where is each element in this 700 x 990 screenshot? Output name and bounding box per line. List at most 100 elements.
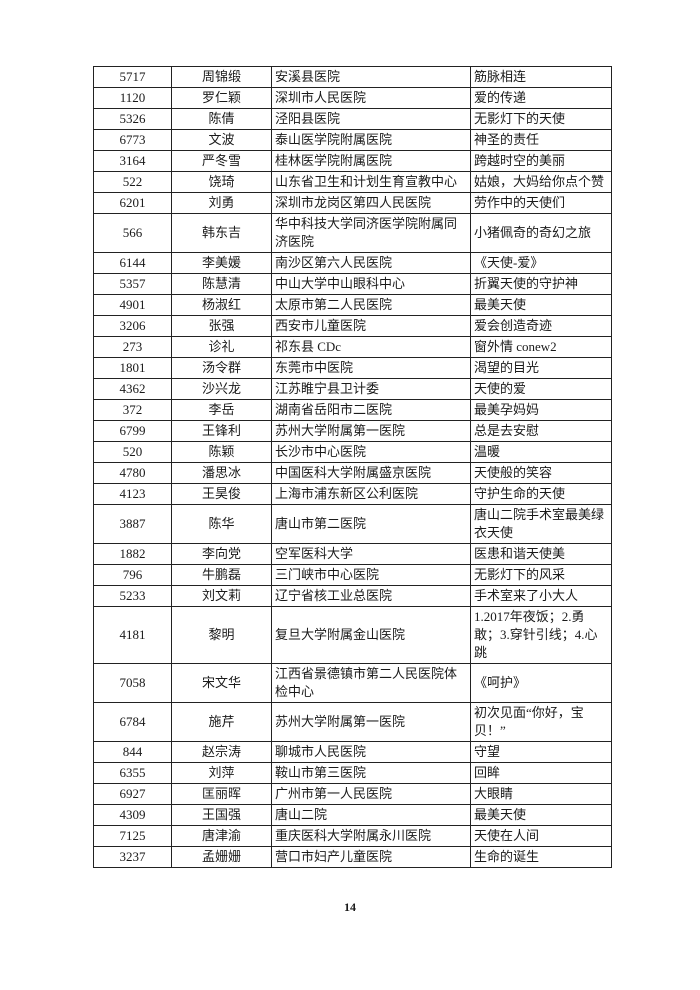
entry-title-cell: 总是去安慰 (470, 420, 612, 442)
entry-name-cell: 刘勇 (171, 192, 272, 214)
entry-title-cell: 守护生命的天使 (470, 483, 612, 505)
entry-number-cell: 5717 (93, 66, 172, 88)
entry-name-cell: 饶琦 (171, 171, 272, 193)
entry-name-cell: 杨淑红 (171, 294, 272, 316)
entry-name-cell: 韩东吉 (171, 213, 272, 253)
entry-name-cell: 周锦缎 (171, 66, 272, 88)
table-row: 4181 黎明 复旦大学附属金山医院 1.2017年夜饭；2.勇敢；3.穿针引线… (93, 606, 612, 664)
entry-number-cell: 6773 (93, 129, 172, 151)
entry-title-cell: 大眼睛 (470, 783, 612, 805)
entry-number-cell: 7125 (93, 825, 172, 847)
entry-organization-cell: 空军医科大学 (271, 543, 471, 565)
entry-name-cell: 陈颖 (171, 441, 272, 463)
entry-name-cell: 潘思冰 (171, 462, 272, 484)
entry-title-cell: 小猪佩奇的奇幻之旅 (470, 213, 612, 253)
entry-organization-cell: 辽宁省核工业总医院 (271, 585, 471, 607)
table-row: 3164 严冬雪 桂林医学院附属医院 跨越时空的美丽 (93, 150, 612, 172)
entry-organization-cell: 太原市第二人民医院 (271, 294, 471, 316)
entry-title-cell: 1.2017年夜饭；2.勇敢；3.穿针引线；4.心跳 (470, 606, 612, 664)
entry-organization-cell: 华中科技大学同济医学院附属同济医院 (271, 213, 471, 253)
table-row: 4780 潘思冰 中国医科大学附属盛京医院 天使般的笑容 (93, 462, 612, 484)
table-row: 1882 李向党 空军医科大学 医患和谐天使美 (93, 543, 612, 565)
entry-name-cell: 陈倩 (171, 108, 272, 130)
entry-organization-cell: 湖南省岳阳市二医院 (271, 399, 471, 421)
table-row: 273 诊礼 祁东县 CDc 窗外情 conew2 (93, 336, 612, 358)
entry-number-cell: 5357 (93, 273, 172, 295)
entry-number-cell: 6144 (93, 252, 172, 274)
entry-name-cell: 黎明 (171, 606, 272, 664)
entry-name-cell: 孟姗姗 (171, 846, 272, 868)
entry-organization-cell: 桂林医学院附属医院 (271, 150, 471, 172)
table-row: 6144 李美媛 南沙区第六人民医院 《天使-爱》 (93, 252, 612, 274)
entry-organization-cell: 江西省景德镇市第二人民医院体检中心 (271, 663, 471, 703)
entry-name-cell: 李美媛 (171, 252, 272, 274)
entries-table: 5717 周锦缎 安溪县医院 筋脉相连 1120 罗仁颖 深圳市人民医院 爱的传… (93, 66, 612, 868)
entry-number-cell: 3237 (93, 846, 172, 868)
entry-number-cell: 4123 (93, 483, 172, 505)
entry-title-cell: 姑娘，大妈给你点个赞 (470, 171, 612, 193)
entry-name-cell: 唐津渝 (171, 825, 272, 847)
entry-organization-cell: 西安市儿童医院 (271, 315, 471, 337)
table-row: 6355 刘萍 鞍山市第三医院 回眸 (93, 762, 612, 784)
table-row: 372 李岳 湖南省岳阳市二医院 最美孕妈妈 (93, 399, 612, 421)
entry-organization-cell: 祁东县 CDc (271, 336, 471, 358)
table-row: 3206 张强 西安市儿童医院 爱会创造奇迹 (93, 315, 612, 337)
entry-organization-cell: 苏州大学附属第一医院 (271, 702, 471, 742)
table-row: 5233 刘文莉 辽宁省核工业总医院 手术室来了小大人 (93, 585, 612, 607)
entry-title-cell: 筋脉相连 (470, 66, 612, 88)
entry-organization-cell: 鞍山市第三医院 (271, 762, 471, 784)
entry-title-cell: 唐山二院手术室最美绿衣天使 (470, 504, 612, 544)
entry-title-cell: 最美孕妈妈 (470, 399, 612, 421)
table-row: 4309 王国强 唐山二院 最美天使 (93, 804, 612, 826)
table-row: 4901 杨淑红 太原市第二人民医院 最美天使 (93, 294, 612, 316)
entry-title-cell: 窗外情 conew2 (470, 336, 612, 358)
entry-title-cell: 温暖 (470, 441, 612, 463)
entry-title-cell: 初次见面“你好，宝贝！” (470, 702, 612, 742)
table-row: 5717 周锦缎 安溪县医院 筋脉相连 (93, 66, 612, 88)
entry-organization-cell: 南沙区第六人民医院 (271, 252, 471, 274)
entry-organization-cell: 安溪县医院 (271, 66, 471, 88)
entry-number-cell: 4901 (93, 294, 172, 316)
entry-organization-cell: 上海市浦东新区公利医院 (271, 483, 471, 505)
entry-organization-cell: 江苏睢宁县卫计委 (271, 378, 471, 400)
entry-name-cell: 王国强 (171, 804, 272, 826)
entries-table-body: 5717 周锦缎 安溪县医院 筋脉相连 1120 罗仁颖 深圳市人民医院 爱的传… (93, 66, 612, 868)
entry-name-cell: 张强 (171, 315, 272, 337)
entry-title-cell: 无影灯下的天使 (470, 108, 612, 130)
entry-organization-cell: 三门峡市中心医院 (271, 564, 471, 586)
entry-name-cell: 王昊俊 (171, 483, 272, 505)
table-row: 7058 宋文华 江西省景德镇市第二人民医院体检中心 《呵护》 (93, 663, 612, 703)
table-row: 522 饶琦 山东省卫生和计划生育宣教中心 姑娘，大妈给你点个赞 (93, 171, 612, 193)
table-row: 1801 汤令群 东莞市中医院 渴望的目光 (93, 357, 612, 379)
table-row: 7125 唐津渝 重庆医科大学附属永川医院 天使在人间 (93, 825, 612, 847)
entry-number-cell: 6355 (93, 762, 172, 784)
entry-number-cell: 5233 (93, 585, 172, 607)
entry-number-cell: 566 (93, 213, 172, 253)
table-row: 520 陈颖 长沙市中心医院 温暖 (93, 441, 612, 463)
entry-number-cell: 273 (93, 336, 172, 358)
entry-number-cell: 1801 (93, 357, 172, 379)
entry-title-cell: 无影灯下的风采 (470, 564, 612, 586)
entry-name-cell: 刘文莉 (171, 585, 272, 607)
page-number: 14 (344, 900, 356, 914)
entry-organization-cell: 中国医科大学附属盛京医院 (271, 462, 471, 484)
entry-title-cell: 天使的爱 (470, 378, 612, 400)
entry-organization-cell: 东莞市中医院 (271, 357, 471, 379)
entry-organization-cell: 深圳市人民医院 (271, 87, 471, 109)
table-row: 566 韩东吉 华中科技大学同济医学院附属同济医院 小猪佩奇的奇幻之旅 (93, 213, 612, 253)
entry-name-cell: 匡丽晖 (171, 783, 272, 805)
entry-number-cell: 6201 (93, 192, 172, 214)
entry-number-cell: 4780 (93, 462, 172, 484)
entry-number-cell: 520 (93, 441, 172, 463)
entry-title-cell: 劳作中的天使们 (470, 192, 612, 214)
table-row: 5357 陈慧清 中山大学中山眼科中心 折翼天使的守护神 (93, 273, 612, 295)
entry-number-cell: 372 (93, 399, 172, 421)
entry-name-cell: 诊礼 (171, 336, 272, 358)
entry-name-cell: 刘萍 (171, 762, 272, 784)
entry-number-cell: 7058 (93, 663, 172, 703)
table-row: 6784 施芹 苏州大学附属第一医院 初次见面“你好，宝贝！” (93, 702, 612, 742)
table-row: 4362 沙兴龙 江苏睢宁县卫计委 天使的爱 (93, 378, 612, 400)
entry-name-cell: 赵宗涛 (171, 741, 272, 763)
entry-number-cell: 3887 (93, 504, 172, 544)
table-row: 844 赵宗涛 聊城市人民医院 守望 (93, 741, 612, 763)
